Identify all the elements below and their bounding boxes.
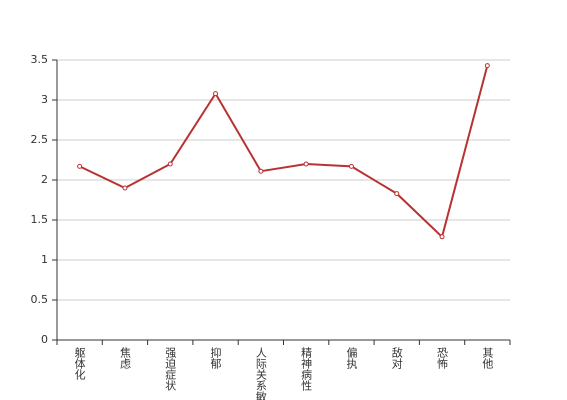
y-tick-label: 0.5 bbox=[31, 293, 49, 306]
point bbox=[394, 191, 400, 197]
point bbox=[167, 161, 173, 167]
x-tick-label: 强迫症状 bbox=[164, 347, 177, 391]
x-tick-label: 恐怖 bbox=[436, 347, 449, 369]
y-tick-label: 3.5 bbox=[31, 53, 49, 66]
x-tick-label: 焦虑 bbox=[118, 347, 131, 369]
x-tick-label: 敌对 bbox=[390, 346, 403, 369]
x-tick-label: 躯体化 bbox=[73, 347, 86, 381]
x-tick-label: 人际关系敏感 bbox=[254, 347, 267, 400]
point bbox=[213, 91, 219, 97]
x-tick-label: 偏执 bbox=[345, 346, 358, 370]
point bbox=[303, 161, 309, 167]
y-tick-label: 1 bbox=[41, 253, 48, 266]
y-tick-label: 0 bbox=[41, 333, 48, 346]
x-tick-label: 精神病性 bbox=[300, 347, 313, 392]
y-tick-label: 1.5 bbox=[31, 213, 49, 226]
line bbox=[79, 65, 489, 239]
point bbox=[258, 168, 264, 174]
y-tick-label: 2.5 bbox=[31, 133, 49, 146]
point bbox=[348, 163, 354, 169]
point bbox=[439, 234, 445, 240]
x-tick-label: 其他 bbox=[481, 347, 494, 369]
point bbox=[77, 163, 83, 169]
x-tick-label: 抑郁 bbox=[209, 346, 222, 369]
point bbox=[122, 185, 128, 191]
y-tick-label: 2 bbox=[41, 173, 48, 186]
point bbox=[484, 63, 490, 69]
y-tick-label: 3 bbox=[41, 93, 48, 106]
